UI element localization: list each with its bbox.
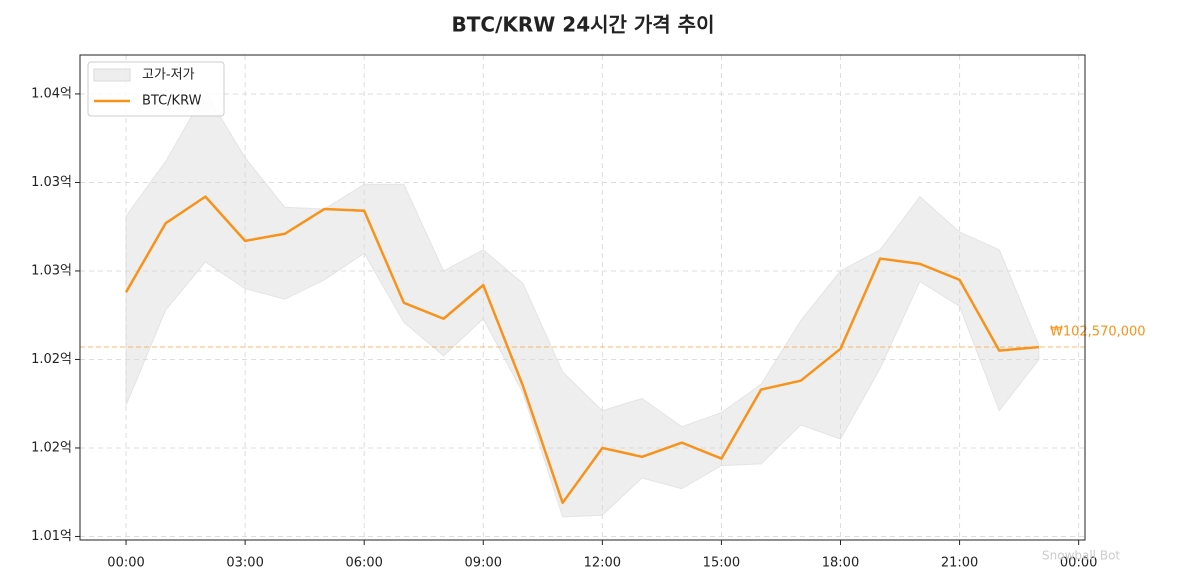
reference-label: ₩102,570,000	[1050, 325, 1146, 340]
x-tick-label: 21:00	[941, 556, 978, 571]
x-tick-label: 12:00	[584, 556, 621, 571]
x-tick-label: 15:00	[703, 556, 740, 571]
y-tick-label: 1.02억	[31, 440, 72, 455]
x-tick-label: 00:00	[107, 556, 144, 571]
plot-frame	[79, 54, 1086, 541]
y-tick-label: 1.03억	[31, 175, 72, 190]
x-tick-label: 03:00	[226, 556, 263, 571]
price-line	[124, 195, 1040, 505]
x-tick-label: 00:00	[1060, 556, 1097, 571]
y-tick-label: 1.02억	[31, 352, 72, 367]
x-tick-label: 09:00	[465, 556, 502, 571]
y-tick-label: 1.04억	[31, 86, 72, 101]
y-tick-label: 1.03억	[31, 263, 72, 278]
x-tick-label: 06:00	[345, 556, 382, 571]
legend-label: 고가-저가	[142, 68, 195, 83]
legend-label: BTC/KRW	[142, 94, 202, 109]
high-low-band	[125, 91, 1040, 518]
plot-background	[80, 55, 1085, 540]
legend-box	[87, 61, 225, 117]
y-tick-label: 1.01억	[31, 529, 72, 544]
legend-swatch	[93, 68, 131, 82]
legend: 고가-저가 BTC/KRW	[87, 61, 225, 117]
watermark: Snowball Bot	[1042, 549, 1120, 563]
chart-title: BTC/KRW 24시간 가격 추이	[452, 13, 715, 37]
x-tick-label: 18:00	[822, 556, 859, 571]
